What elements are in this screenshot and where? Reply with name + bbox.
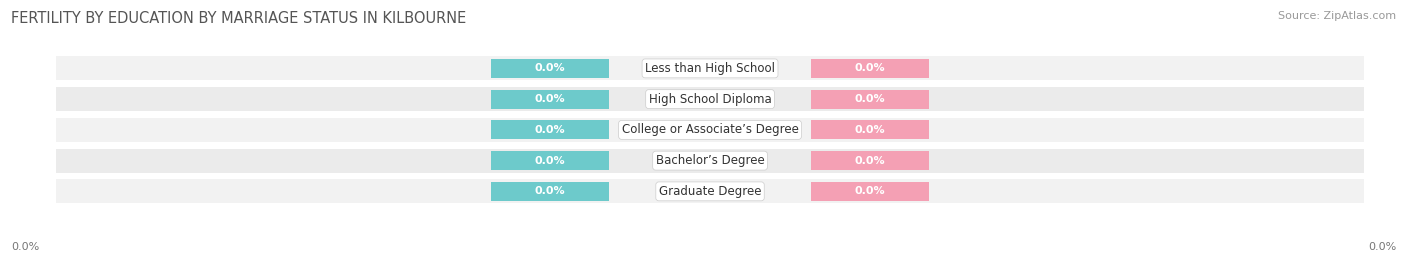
Bar: [491, 120, 609, 139]
Bar: [56, 149, 1364, 173]
Text: 0.0%: 0.0%: [855, 63, 886, 73]
Bar: [811, 120, 929, 139]
Bar: [811, 59, 929, 78]
Bar: [491, 151, 609, 170]
Text: College or Associate’s Degree: College or Associate’s Degree: [621, 123, 799, 136]
Bar: [811, 151, 929, 170]
Text: Bachelor’s Degree: Bachelor’s Degree: [655, 154, 765, 167]
Bar: [56, 87, 1364, 111]
Text: 0.0%: 0.0%: [11, 242, 39, 253]
Bar: [811, 90, 929, 109]
Text: High School Diploma: High School Diploma: [648, 93, 772, 106]
Text: Source: ZipAtlas.com: Source: ZipAtlas.com: [1278, 11, 1396, 21]
Text: 0.0%: 0.0%: [855, 186, 886, 196]
Text: 0.0%: 0.0%: [855, 94, 886, 104]
Text: 0.0%: 0.0%: [855, 125, 886, 135]
Bar: [811, 182, 929, 201]
Bar: [491, 182, 609, 201]
Text: 0.0%: 0.0%: [534, 63, 565, 73]
Text: 0.0%: 0.0%: [855, 156, 886, 166]
Bar: [491, 90, 609, 109]
Text: 0.0%: 0.0%: [534, 156, 565, 166]
Text: 0.0%: 0.0%: [1368, 242, 1396, 253]
Text: 0.0%: 0.0%: [534, 94, 565, 104]
Bar: [56, 179, 1364, 203]
Text: Less than High School: Less than High School: [645, 62, 775, 75]
Text: 0.0%: 0.0%: [534, 125, 565, 135]
Bar: [56, 56, 1364, 80]
Bar: [491, 59, 609, 78]
Bar: [56, 118, 1364, 142]
Text: FERTILITY BY EDUCATION BY MARRIAGE STATUS IN KILBOURNE: FERTILITY BY EDUCATION BY MARRIAGE STATU…: [11, 11, 467, 26]
Text: 0.0%: 0.0%: [534, 186, 565, 196]
Text: Graduate Degree: Graduate Degree: [659, 185, 761, 198]
